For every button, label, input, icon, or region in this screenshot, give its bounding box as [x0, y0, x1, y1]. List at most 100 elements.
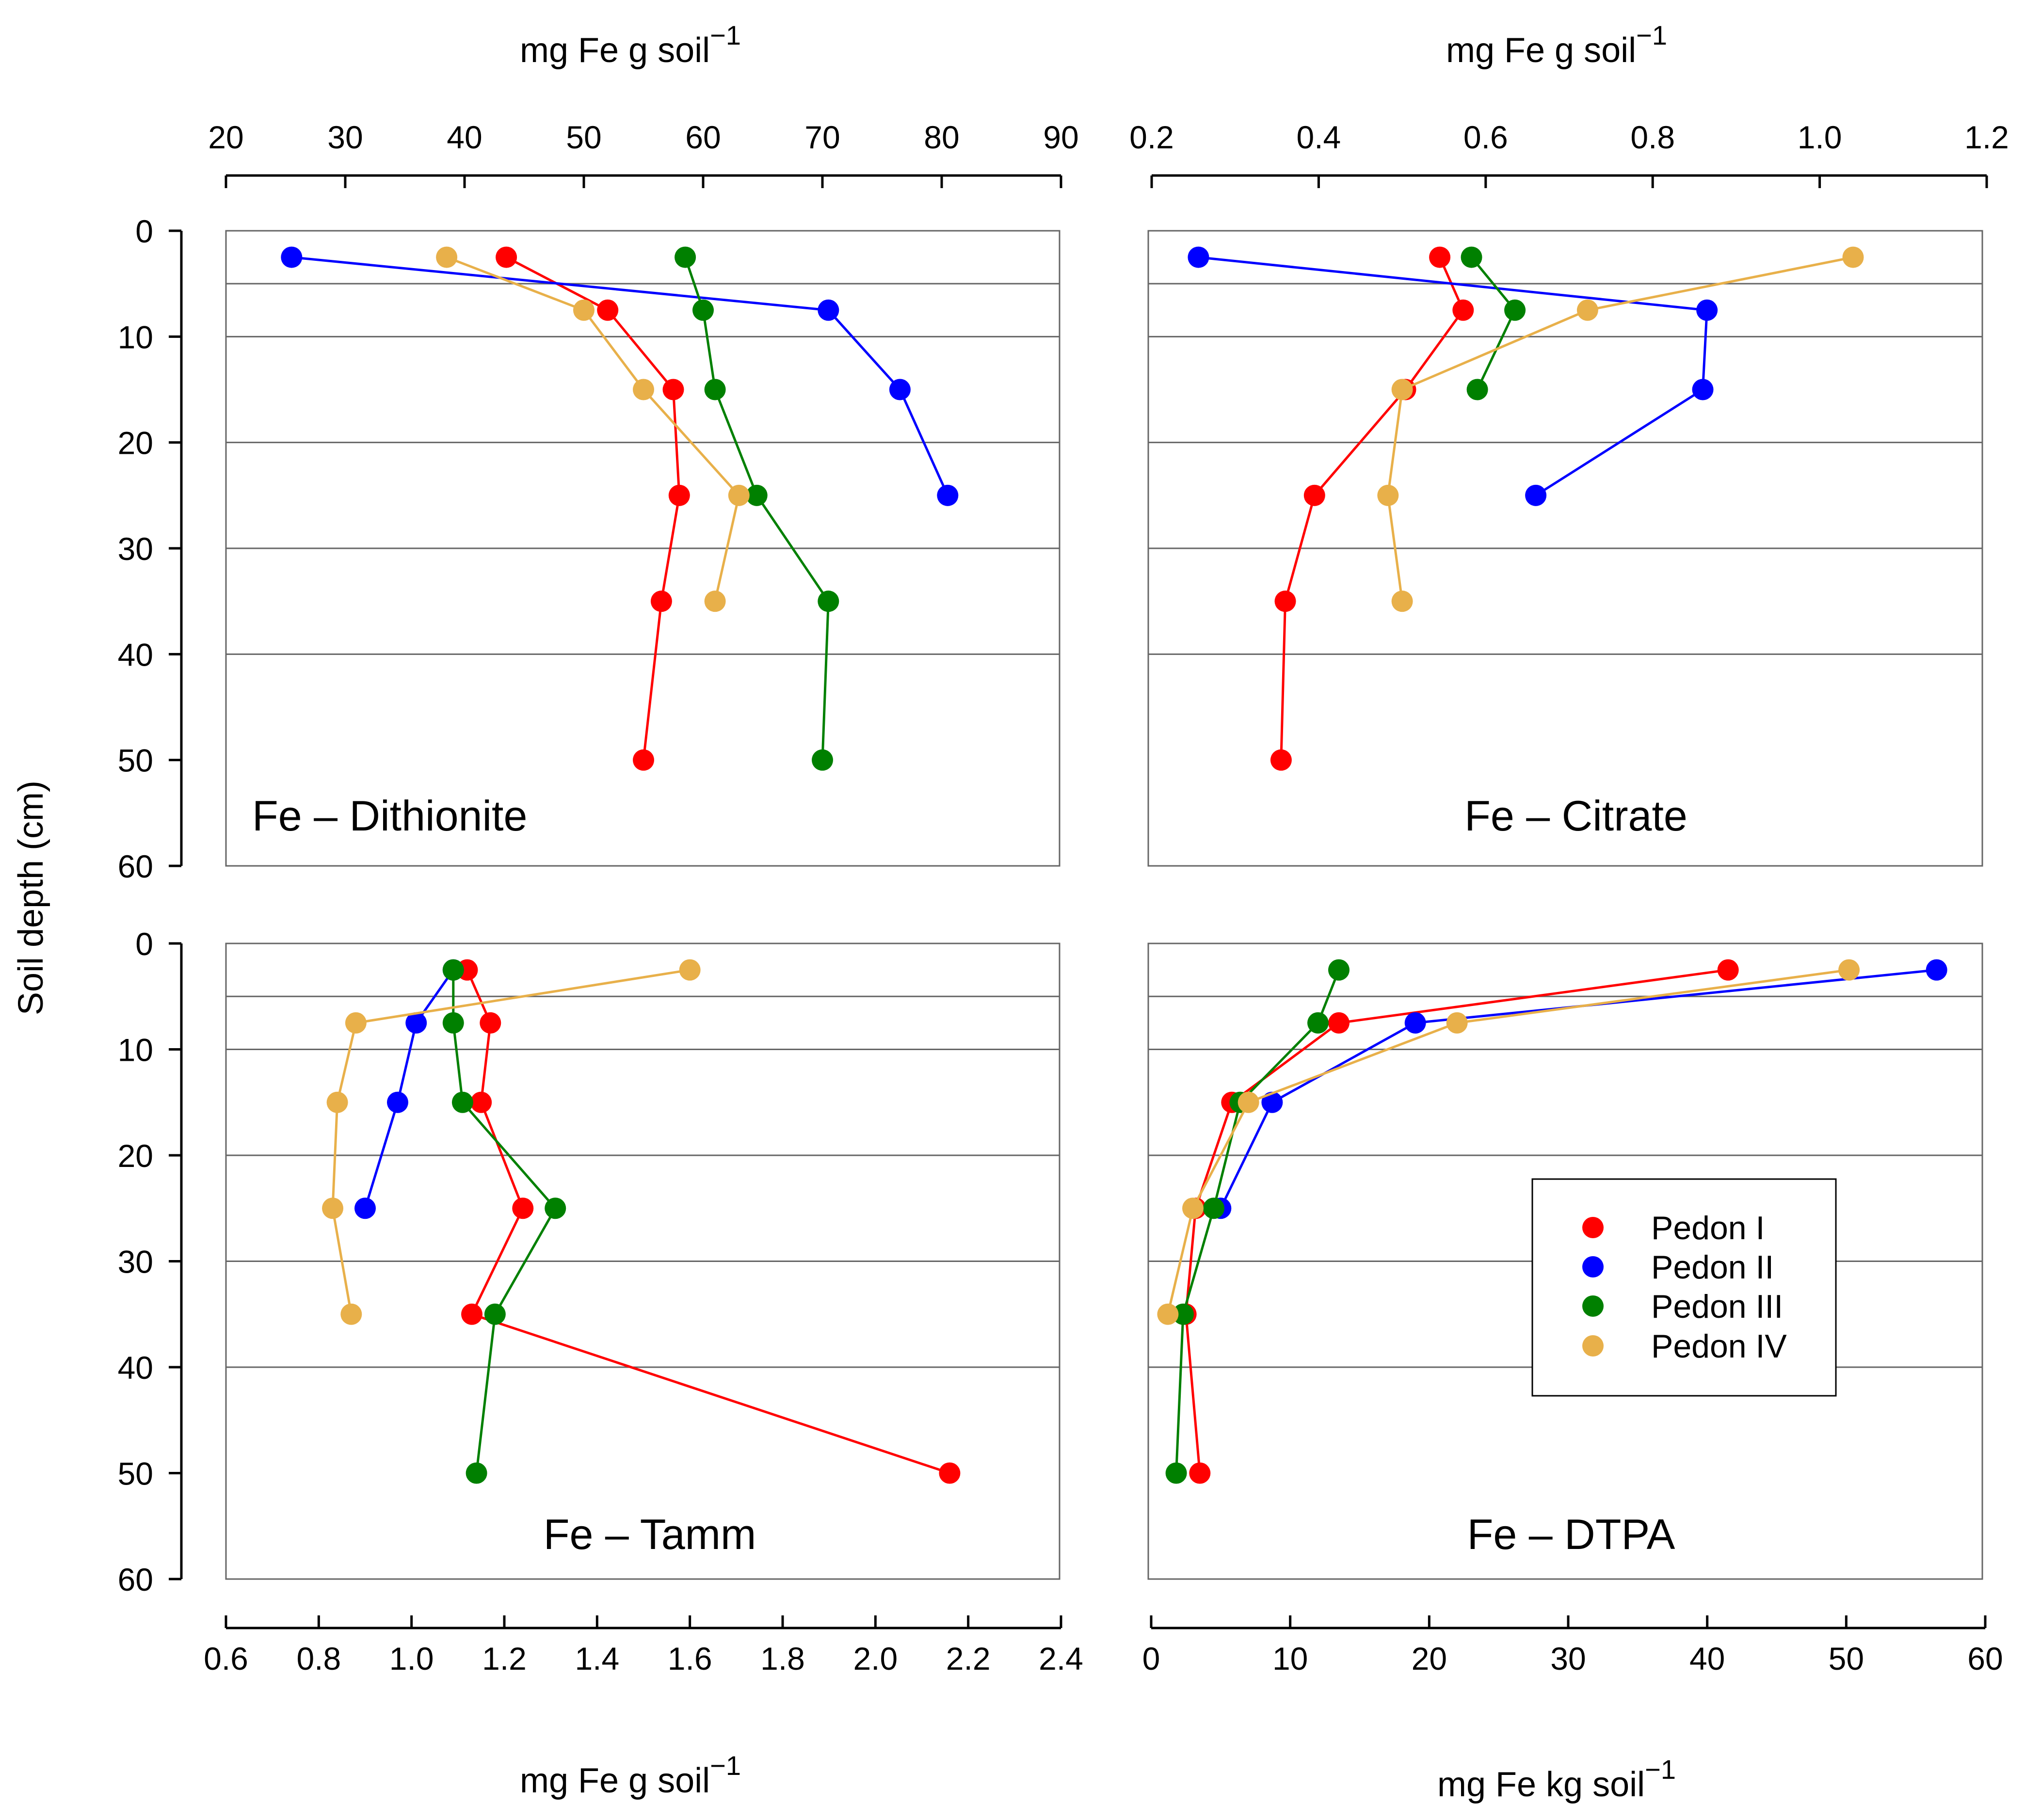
x-tick-label-tamm-1-2: 1.2 [482, 1641, 527, 1676]
panel-frame-dithionite [225, 230, 1061, 867]
x-tick-label-citrate-0-6: 0.6 [1463, 119, 1508, 155]
point-dithionite-pedon-i-1 [597, 299, 619, 321]
point-dithionite-pedon-iv-4 [704, 591, 726, 612]
series-citrate-pedon-i [1270, 246, 1474, 771]
point-dtpa-pedon-iii-0 [1328, 959, 1350, 981]
data-series-layer [281, 246, 1947, 1484]
x-tick-label-citrate-1-2: 1.2 [1964, 119, 2009, 155]
point-dithionite-pedon-ii-3 [937, 484, 959, 506]
legend-label-pedon-i: Pedon I [1651, 1210, 1765, 1246]
point-dithionite-pedon-iv-3 [728, 484, 750, 506]
legend-marker-pedon-iii [1582, 1295, 1604, 1317]
legend-marker-pedon-i [1582, 1217, 1604, 1238]
x-axis-title-bottom-left-text: mg Fe g soil [520, 1761, 710, 1800]
point-citrate-pedon-iv-3 [1377, 484, 1399, 506]
horizon-lines-layer [226, 283, 1982, 1368]
point-citrate-pedon-i-0 [1429, 246, 1451, 268]
depth-tick-label-top-0: 0 [135, 213, 153, 249]
x-tick-label-citrate-0-8: 0.8 [1630, 119, 1675, 155]
point-tamm-pedon-ii-1 [405, 1012, 427, 1034]
point-citrate-pedon-iv-4 [1391, 591, 1413, 612]
series-line-dtpa-pedon-i [1185, 969, 1729, 1473]
legend-label-pedon-iii: Pedon III [1651, 1288, 1783, 1325]
x-axis-title-top-right: mg Fe g soil−1 [1446, 20, 1667, 70]
point-dithionite-pedon-i-2 [662, 379, 684, 400]
point-dithionite-pedon-i-5 [633, 749, 654, 771]
point-tamm-pedon-iii-0 [442, 959, 464, 981]
depth-tick-label-top-50: 50 [118, 743, 153, 779]
x-tick-label-tamm-2-2: 2.2 [946, 1641, 991, 1676]
point-dtpa-pedon-ii-1 [1404, 1012, 1426, 1034]
point-dtpa-pedon-iv-1 [1446, 1012, 1468, 1034]
depth-tick-label-bottom-0: 0 [135, 926, 153, 962]
point-dtpa-pedon-iv-3 [1182, 1197, 1204, 1219]
point-tamm-pedon-iv-1 [345, 1012, 367, 1034]
x-axis-title-bottom-right: mg Fe kg soil−1 [1437, 1754, 1676, 1804]
x-tick-label-dithionite-50: 50 [566, 119, 601, 155]
x-tick-label-citrate-0-4: 0.4 [1297, 119, 1341, 155]
y-axis-title: Soil depth (cm) [12, 781, 50, 1015]
series-dithionite-pedon-ii [281, 246, 959, 506]
depth-tick-label-top-10: 10 [118, 319, 153, 355]
legend: Pedon I Pedon II Pedon III Pedon IV [1531, 1178, 1837, 1397]
x-tick-label-tamm-1-0: 1.0 [389, 1641, 434, 1676]
x-tick-label-dtpa-40: 40 [1689, 1641, 1725, 1676]
point-tamm-pedon-iii-4 [484, 1303, 506, 1325]
series-line-citrate-pedon-ii [1198, 256, 1708, 496]
series-dithionite-pedon-iv [436, 246, 750, 612]
x-tick-label-dithionite-40: 40 [447, 119, 482, 155]
point-tamm-pedon-iv-4 [340, 1303, 362, 1325]
depth-tick-label-top-40: 40 [118, 637, 153, 672]
x-tick-label-dithionite-80: 80 [924, 119, 959, 155]
point-citrate-pedon-iii-1 [1504, 299, 1526, 321]
x-axis-title-bottom-right-text: mg Fe kg soil [1437, 1765, 1645, 1804]
point-dithionite-pedon-i-3 [668, 484, 690, 506]
point-tamm-pedon-ii-2 [386, 1091, 408, 1113]
panel-frame-dtpa [1147, 942, 1983, 1580]
x-axis-title-top-left-sup: −1 [710, 20, 741, 50]
panel-frames-layer [225, 230, 1983, 1580]
point-tamm-pedon-iii-5 [466, 1462, 487, 1484]
x-tick-label-dithionite-60: 60 [685, 119, 721, 155]
x-tick-label-dithionite-90: 90 [1043, 119, 1078, 155]
point-dithionite-pedon-iv-1 [573, 299, 595, 321]
depth-tick-label-top-60: 60 [118, 848, 153, 884]
point-dtpa-pedon-iii-4 [1172, 1303, 1194, 1325]
point-dtpa-pedon-i-5 [1189, 1462, 1211, 1484]
series-line-tamm-pedon-ii [364, 969, 454, 1209]
point-dithionite-pedon-iii-1 [692, 299, 714, 321]
point-dithionite-pedon-ii-0 [281, 246, 303, 268]
depth-tick-label-top-30: 30 [118, 531, 153, 567]
point-dithionite-pedon-i-4 [650, 591, 672, 612]
point-citrate-pedon-iv-2 [1391, 379, 1413, 400]
point-citrate-pedon-ii-0 [1188, 246, 1209, 268]
depth-tick-label-bottom-30: 30 [118, 1244, 153, 1280]
legend-box [1531, 1178, 1837, 1397]
point-dtpa-pedon-iii-3 [1203, 1197, 1224, 1219]
panel-frame-citrate [1147, 230, 1983, 867]
point-dithionite-pedon-iii-3 [746, 484, 768, 506]
point-dtpa-pedon-iii-5 [1165, 1462, 1187, 1484]
point-dithionite-pedon-iv-0 [436, 246, 458, 268]
series-citrate-pedon-iv [1377, 246, 1864, 612]
x-tick-label-tamm-1-6: 1.6 [668, 1641, 712, 1676]
depth-tick-label-bottom-10: 10 [118, 1032, 153, 1068]
panel-title-tamm: Fe – Tamm [544, 1510, 756, 1558]
point-citrate-pedon-iii-0 [1461, 246, 1482, 268]
series-tamm-pedon-ii [354, 959, 464, 1219]
panel-title-dtpa: Fe – DTPA [1467, 1510, 1675, 1558]
depth-tick-label-bottom-50: 50 [118, 1456, 153, 1492]
depth-tick-label-top-20: 20 [118, 425, 153, 461]
point-dtpa-pedon-ii-2 [1261, 1091, 1283, 1113]
series-tamm-pedon-i [456, 959, 961, 1484]
series-line-citrate-pedon-iii [1470, 256, 1517, 390]
point-tamm-pedon-i-5 [939, 1462, 961, 1484]
x-tick-label-citrate-1-0: 1.0 [1798, 119, 1842, 155]
series-line-dithionite-pedon-ii [291, 256, 949, 496]
series-line-dtpa-pedon-ii [1220, 969, 1937, 1209]
point-dtpa-pedon-iv-2 [1238, 1091, 1259, 1113]
x-axis-title-top-right-sup: −1 [1636, 20, 1667, 50]
legend-marker-pedon-ii [1582, 1256, 1604, 1277]
point-tamm-pedon-i-1 [480, 1012, 501, 1034]
point-dithionite-pedon-iii-2 [704, 379, 726, 400]
